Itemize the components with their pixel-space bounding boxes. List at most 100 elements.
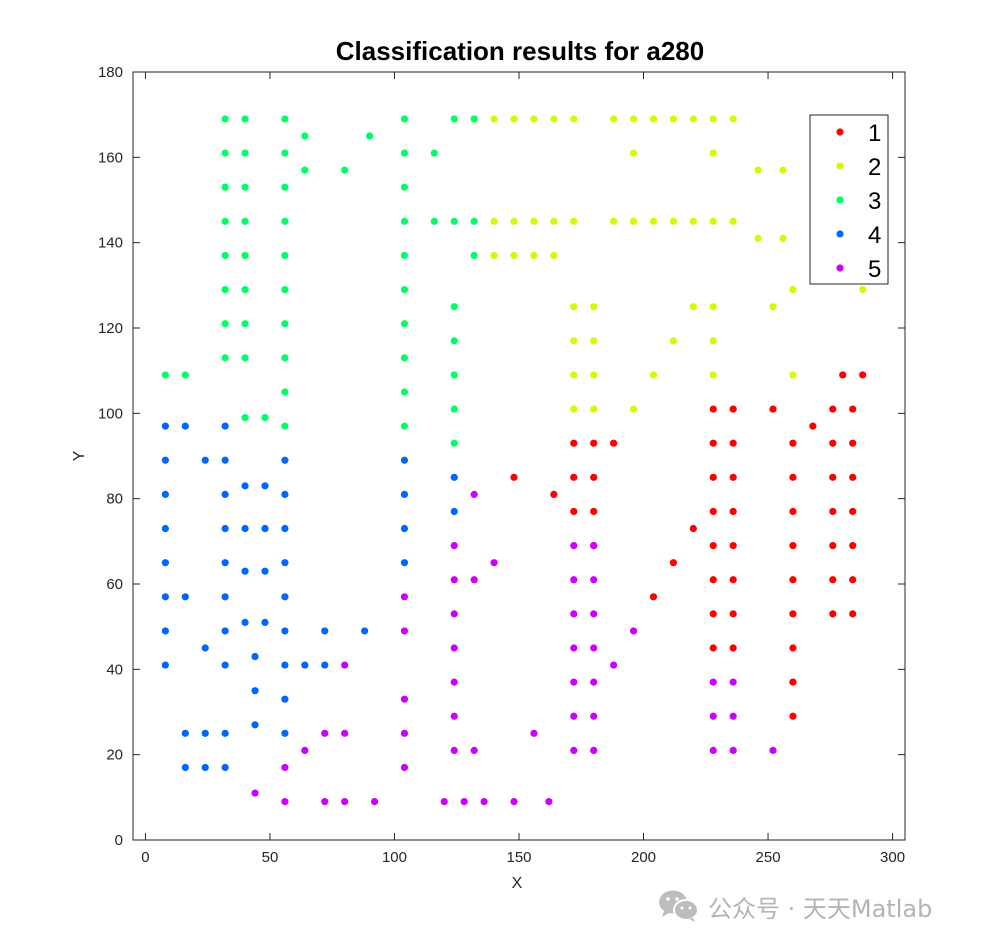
- data-point: [829, 405, 837, 413]
- data-point: [470, 217, 478, 225]
- data-point: [241, 251, 249, 260]
- y-tick-label: 140: [98, 235, 123, 252]
- data-point: [281, 422, 289, 430]
- data-point: [281, 320, 289, 328]
- legend-marker: [836, 128, 844, 136]
- data-point: [251, 721, 259, 729]
- data-point: [709, 576, 717, 584]
- legend: 1 2 3 4 5: [809, 114, 889, 285]
- data-point: [400, 763, 409, 772]
- data-point: [729, 507, 737, 516]
- data-point: [281, 183, 289, 191]
- data-point: [470, 490, 478, 498]
- data-point: [709, 217, 717, 225]
- legend-marker: [836, 196, 844, 204]
- data-point: [480, 798, 488, 806]
- x-tick-label: 150: [506, 849, 531, 866]
- data-point: [221, 286, 229, 294]
- series-5: [251, 490, 777, 806]
- data-point: [789, 507, 797, 516]
- data-point: [261, 482, 269, 490]
- data-point: [301, 746, 309, 755]
- y-tick-label: 40: [106, 661, 123, 678]
- legend-label: 2: [868, 154, 881, 181]
- data-point: [530, 115, 538, 123]
- data-point: [859, 286, 867, 294]
- legend-label: 3: [868, 188, 881, 215]
- data-point: [859, 371, 867, 379]
- wechat-icon: [658, 889, 700, 923]
- data-point: [789, 439, 797, 447]
- data-point: [341, 661, 349, 669]
- data-point: [241, 524, 249, 533]
- data-point: [570, 678, 578, 686]
- data-point: [590, 746, 598, 755]
- data-point: [341, 798, 349, 806]
- data-point: [221, 217, 229, 225]
- data-point: [460, 798, 468, 806]
- data-point: [161, 371, 169, 379]
- data-point: [201, 456, 209, 464]
- data-point: [261, 524, 269, 533]
- data-point: [729, 542, 737, 550]
- y-tick-label: 0: [115, 832, 123, 849]
- data-point: [709, 405, 717, 413]
- data-point: [221, 251, 229, 260]
- data-point: [510, 217, 518, 225]
- data-point: [769, 405, 777, 413]
- data-point: [709, 149, 717, 157]
- data-point: [689, 217, 697, 225]
- data-point: [450, 507, 458, 516]
- data-point: [400, 183, 409, 191]
- data-point: [221, 422, 229, 430]
- data-point: [281, 251, 289, 260]
- y-tick-label: 80: [106, 491, 123, 508]
- data-point: [450, 712, 458, 720]
- data-point: [669, 217, 678, 225]
- data-point: [829, 542, 837, 550]
- data-point: [729, 746, 737, 755]
- data-point: [610, 661, 618, 669]
- x-tick-label: 200: [631, 849, 656, 866]
- data-point: [241, 183, 249, 191]
- data-point: [570, 542, 578, 550]
- data-point: [829, 576, 837, 584]
- data-point: [590, 576, 598, 584]
- data-point: [709, 303, 717, 311]
- data-point: [789, 576, 797, 584]
- data-point: [181, 371, 189, 379]
- data-point: [251, 652, 259, 661]
- data-point: [570, 115, 578, 123]
- data-point: [789, 678, 797, 686]
- x-axis-label: X: [512, 875, 523, 892]
- data-point: [829, 507, 837, 516]
- data-point: [450, 644, 458, 652]
- data-point: [729, 217, 737, 225]
- data-point: [510, 473, 518, 481]
- x-tick-label: 100: [382, 849, 407, 866]
- data-point: [590, 405, 598, 413]
- data-point: [370, 798, 379, 806]
- data-point: [590, 507, 598, 516]
- data-point: [510, 798, 518, 806]
- data-point: [221, 593, 229, 601]
- data-point: [849, 473, 857, 481]
- data-point: [789, 473, 797, 481]
- data-point: [301, 132, 309, 140]
- data-point: [590, 542, 598, 550]
- data-point: [281, 388, 289, 396]
- data-point: [709, 473, 717, 481]
- data-point: [400, 149, 409, 157]
- legend-box: [809, 114, 889, 285]
- data-point: [241, 567, 249, 575]
- data-point: [779, 234, 787, 242]
- data-point: [709, 712, 717, 720]
- data-point: [450, 337, 458, 345]
- data-point: [261, 567, 269, 575]
- data-point: [649, 217, 658, 225]
- data-point: [281, 456, 289, 464]
- data-point: [400, 354, 409, 362]
- data-point: [281, 115, 289, 123]
- data-point: [779, 166, 787, 174]
- data-point: [470, 576, 478, 584]
